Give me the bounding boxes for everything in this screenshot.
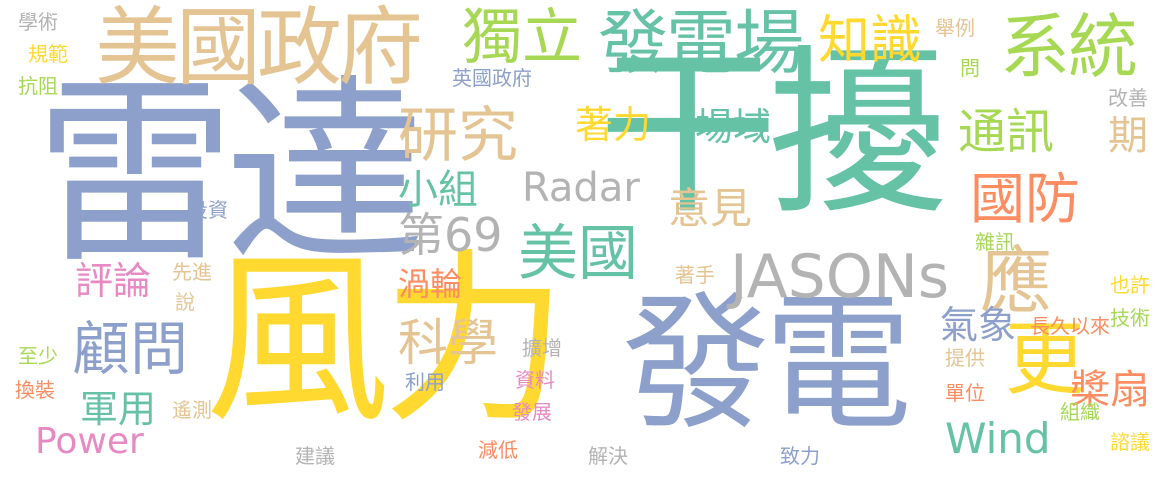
word: 減低 <box>478 438 518 462</box>
word: 槳扇 <box>1070 367 1150 413</box>
word: 顧問 <box>72 315 189 383</box>
word: 評論 <box>75 259 152 303</box>
word: 風力 <box>205 232 567 448</box>
word: 技術 <box>1110 306 1150 330</box>
word: 資料 <box>515 368 555 392</box>
word: 著力 <box>575 103 652 147</box>
word: 也許 <box>1110 273 1150 297</box>
word: 單位 <box>945 381 985 405</box>
word: 小組 <box>398 167 478 213</box>
word: 軍用 <box>80 387 157 431</box>
word: 舉例 <box>935 16 975 40</box>
word: 場域 <box>695 105 772 149</box>
word: 建議 <box>295 444 335 468</box>
word: 意見 <box>668 184 753 233</box>
word: 科學 <box>398 314 498 372</box>
word: 知識 <box>818 11 923 71</box>
word: 先進 <box>172 260 212 284</box>
word: 遙測 <box>172 398 212 422</box>
word: 諮議 <box>1110 430 1150 454</box>
word: 更 <box>1005 313 1085 406</box>
word: 美國政府 <box>95 0 423 98</box>
word: 通訊 <box>958 104 1055 160</box>
word: 投資 <box>188 198 228 222</box>
word: 獨立 <box>462 3 582 73</box>
word: 干擾 <box>598 30 948 239</box>
word: 系統 <box>1000 6 1138 88</box>
word: 美國 <box>518 219 638 289</box>
word: 氣象 <box>940 303 1017 347</box>
word: 著手 <box>675 263 715 287</box>
word: 學術 <box>18 10 58 34</box>
word: 問 <box>960 56 980 80</box>
word: 解決 <box>588 444 628 468</box>
word: 發展 <box>512 400 552 424</box>
word: 渦輪 <box>398 265 463 303</box>
word: Power <box>35 421 144 462</box>
word: 雷達 <box>35 58 425 291</box>
word: 規範 <box>28 42 68 66</box>
word: 國防 <box>970 167 1081 231</box>
word: 改善 <box>1108 86 1148 110</box>
word: 擴增 <box>522 336 562 360</box>
word: 研究 <box>398 101 518 171</box>
word: 應 <box>980 239 1053 323</box>
word: 抗阻 <box>18 74 58 98</box>
word: 致力 <box>780 444 820 468</box>
word: 發電場 <box>598 2 804 84</box>
word: JASONs <box>730 242 950 312</box>
word: 至少 <box>18 344 58 368</box>
word: 長久以來 <box>1030 314 1110 338</box>
word: 雜訊 <box>975 230 1015 254</box>
word: 期 <box>1108 113 1148 159</box>
word: Radar <box>522 165 640 211</box>
word: Wind <box>945 414 1051 463</box>
word: 提供 <box>945 346 985 370</box>
word: 發電 <box>622 278 912 450</box>
word: 換裝 <box>15 378 55 402</box>
word: 組織 <box>1060 400 1100 424</box>
word: 利用 <box>405 370 445 394</box>
word: 第69 <box>398 208 503 262</box>
word: 英國政府 <box>452 66 532 90</box>
word: 說 <box>175 290 195 314</box>
